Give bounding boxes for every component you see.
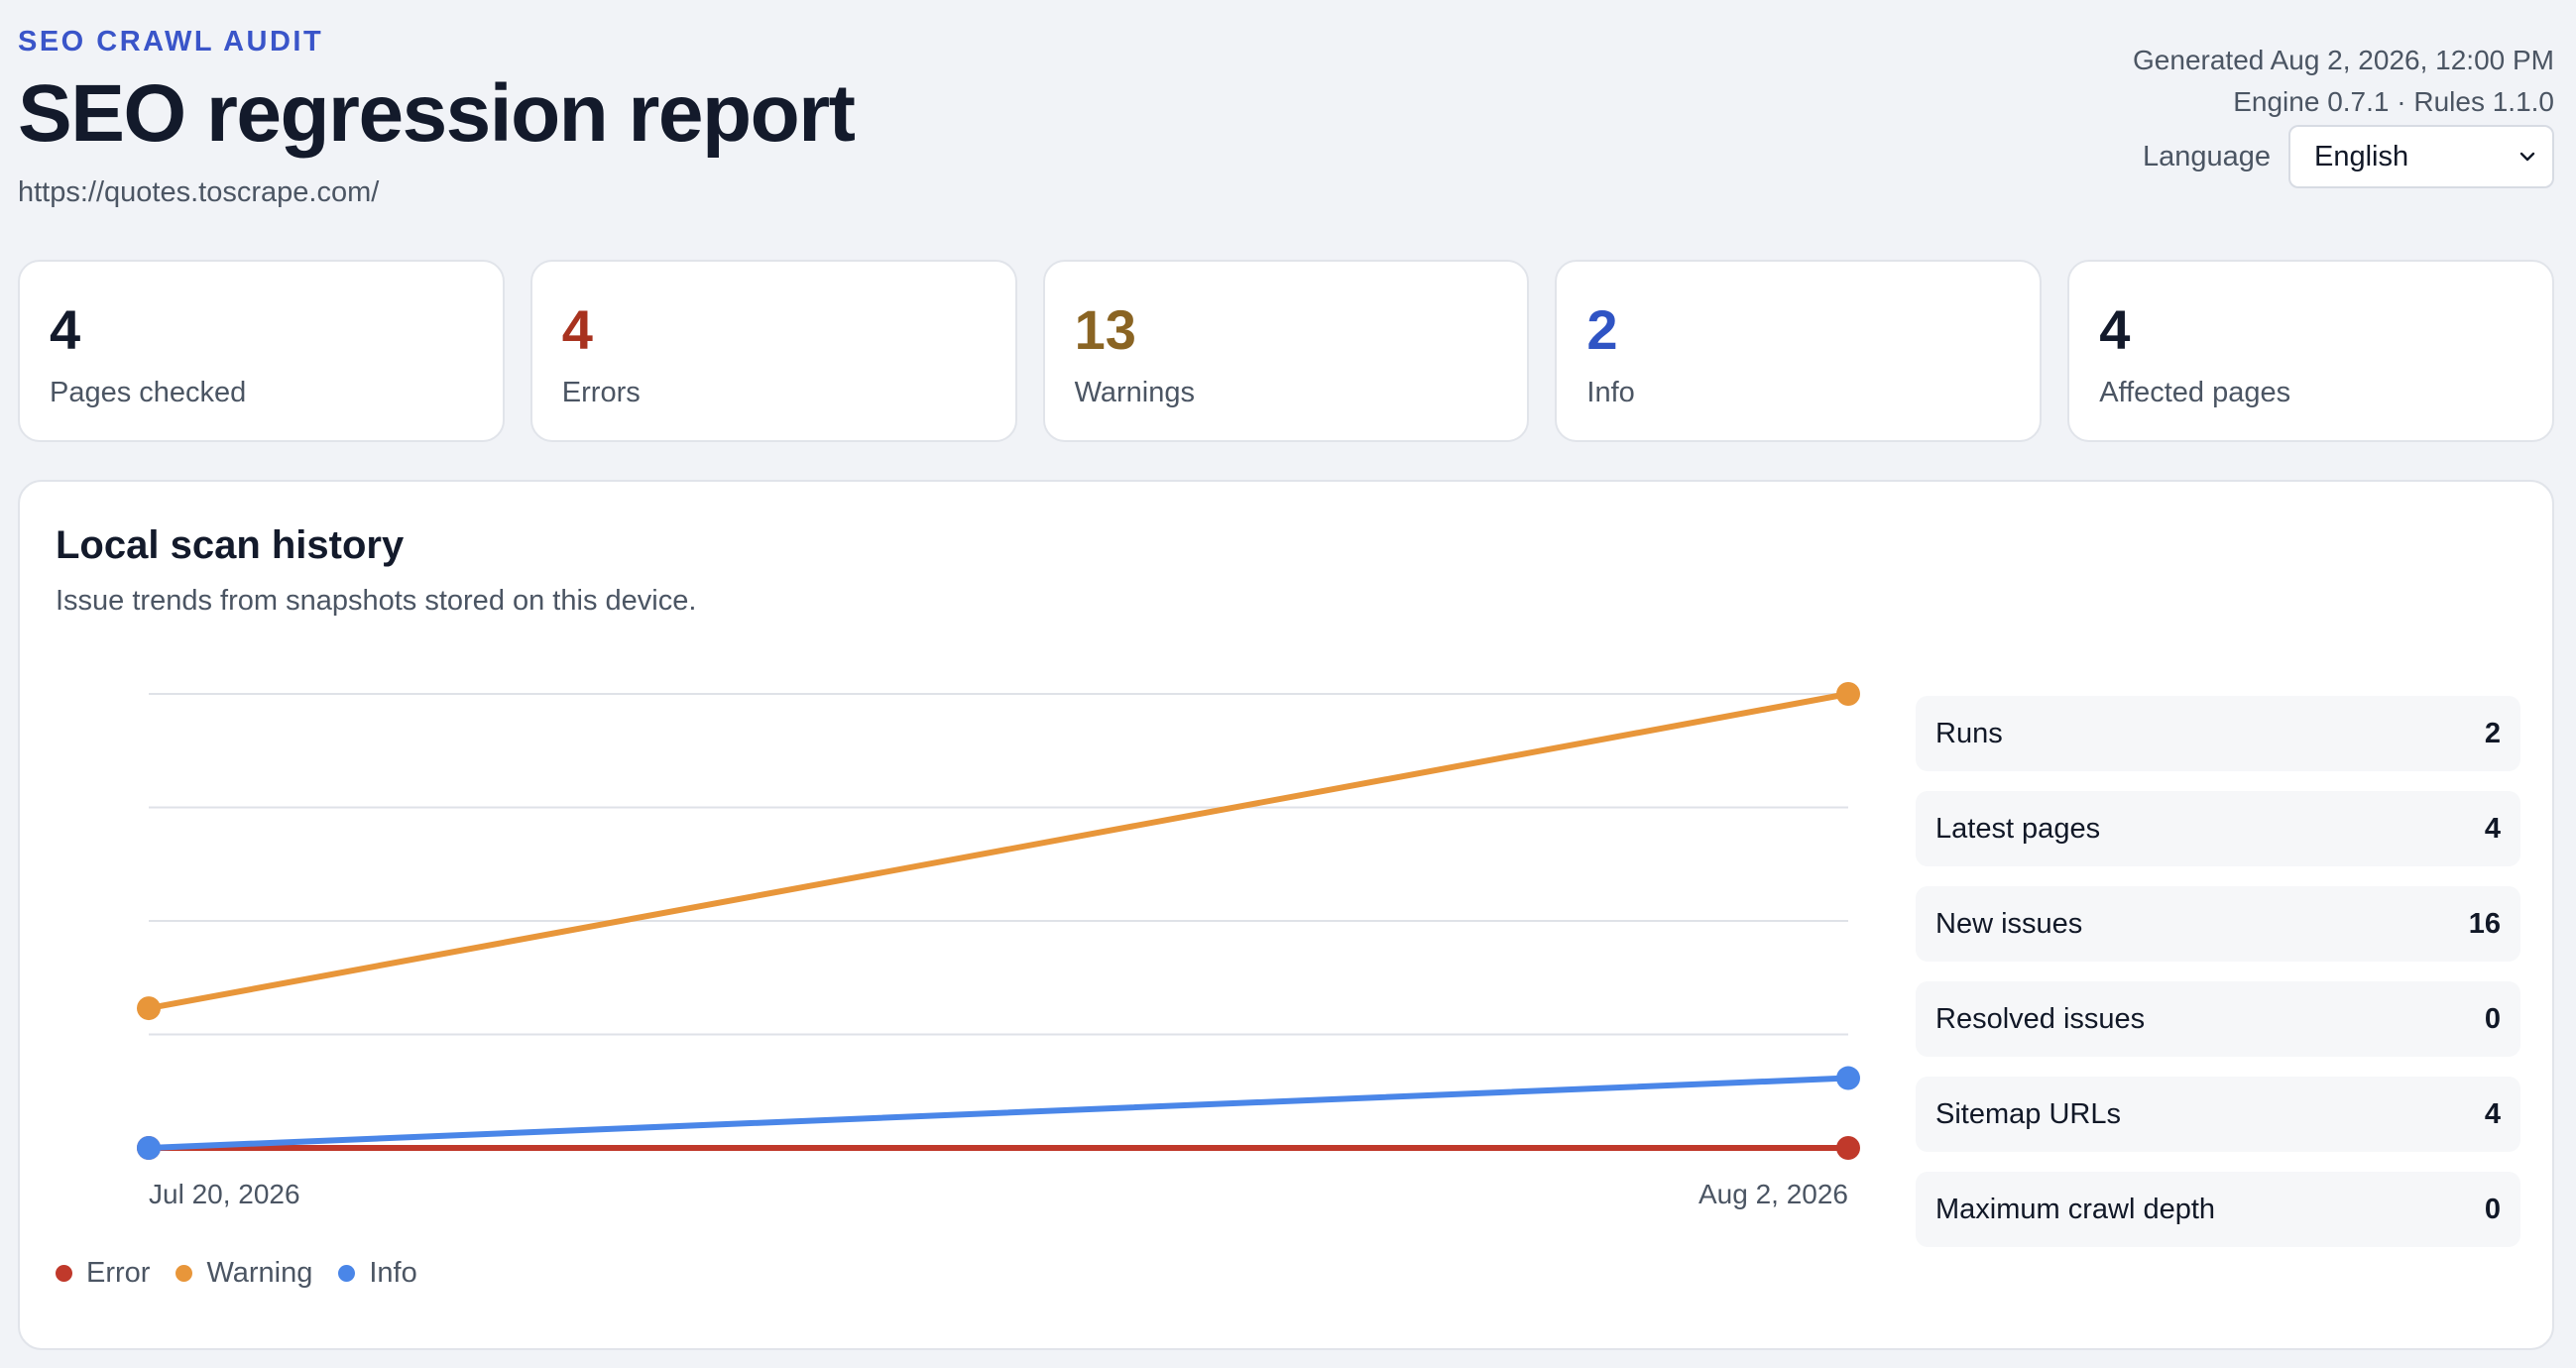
- stat-card-pages-checked: 4 Pages checked: [18, 260, 505, 442]
- legend-label: Info: [369, 1257, 417, 1289]
- x-tick-label: Jul 20, 2026: [149, 1179, 300, 1209]
- page-title: SEO regression report: [18, 68, 856, 159]
- history-summary: Runs 2 Latest pages 4 New issues 16 Reso…: [1916, 696, 2520, 1247]
- series-line-info: [146, 1075, 1851, 1151]
- summary-row-sitemap-urls: Sitemap URLs 4: [1916, 1077, 2520, 1152]
- stat-label: Info: [1586, 377, 1635, 408]
- scan-history-card: Jul 20, 2026 Aug 2, 2026 Local scan histo…: [18, 480, 2554, 1350]
- data-point-info: [1836, 1066, 1860, 1090]
- summary-value: 0: [2484, 1193, 2501, 1225]
- summary-value: 0: [2484, 1002, 2501, 1035]
- legend-label: Warning: [206, 1257, 313, 1289]
- summary-value: 16: [2468, 907, 2501, 940]
- data-point-info: [137, 1136, 161, 1160]
- stat-card-errors: 4 Errors: [529, 260, 1017, 442]
- data-point-warning: [137, 996, 161, 1021]
- stat-cards: 4 Pages checked 4 Errors 13 Warnings 2 I…: [18, 260, 2554, 442]
- summary-row-new-issues: New issues 16: [1916, 886, 2520, 962]
- legend-swatch: [338, 1265, 356, 1282]
- summary-label: Runs: [1935, 717, 2003, 749]
- stat-value: 4: [50, 298, 81, 361]
- stat-label: Warnings: [1074, 377, 1196, 408]
- series-line-warning: [146, 691, 1851, 1012]
- summary-value: 2: [2484, 717, 2501, 749]
- report-meta: Generated Aug 2, 2026, 12:00 PM Engine 0…: [2133, 40, 2554, 123]
- engine-version: Engine 0.7.1 · Rules 1.1.0: [2233, 86, 2554, 117]
- stat-label: Pages checked: [50, 377, 247, 408]
- legend-item-warning: Warning: [176, 1257, 312, 1290]
- summary-label: Resolved issues: [1935, 1002, 2146, 1035]
- language-selected-value: English: [2314, 140, 2409, 172]
- chart-legend: Error Warning Info: [56, 1257, 417, 1290]
- site-url: https://quotes.toscrape.com/: [18, 176, 380, 208]
- stat-card-warnings: 13 Warnings: [1042, 260, 1530, 442]
- legend-label: Error: [86, 1257, 151, 1289]
- stat-label: Affected pages: [2099, 377, 2291, 408]
- data-point-warning: [1836, 682, 1860, 706]
- stat-label: Errors: [561, 377, 641, 408]
- summary-row-max-crawl-depth: Maximum crawl depth 0: [1916, 1172, 2520, 1247]
- stat-value: 2: [1586, 298, 1618, 361]
- stat-card-info: 2 Info: [1555, 260, 2043, 442]
- report-page: SEO CRAWL AUDIT SEO regression report ht…: [18, 18, 2554, 1350]
- summary-value: 4: [2484, 812, 2501, 845]
- summary-value: 4: [2484, 1097, 2501, 1130]
- legend-swatch: [56, 1265, 72, 1282]
- data-point-error: [1836, 1136, 1860, 1160]
- summary-label: New issues: [1935, 907, 2083, 940]
- chevron-down-icon: [2519, 152, 2535, 162]
- stat-value: 13: [1074, 298, 1136, 361]
- section-subtitle: Issue trends from snapshots stored on th…: [56, 585, 697, 617]
- language-label: Language: [2142, 140, 2271, 172]
- generated-timestamp: Generated Aug 2, 2026, 12:00 PM: [2133, 45, 2554, 75]
- stat-value: 4: [561, 298, 593, 361]
- scan-history-chart: Jul 20, 2026 Aug 2, 2026: [137, 682, 1860, 1209]
- summary-row-runs: Runs 2: [1916, 696, 2520, 771]
- legend-item-error: Error: [56, 1257, 150, 1290]
- section-title: Local scan history: [56, 523, 405, 567]
- summary-row-latest-pages: Latest pages 4: [1916, 791, 2520, 866]
- legend-swatch: [176, 1265, 193, 1282]
- report-eyebrow: SEO CRAWL AUDIT: [18, 26, 324, 57]
- summary-row-resolved-issues: Resolved issues 0: [1916, 981, 2520, 1057]
- x-tick-label: Aug 2, 2026: [1698, 1179, 1848, 1209]
- stat-card-affected-pages: 4 Affected pages: [2067, 260, 2554, 442]
- legend-item-info: Info: [338, 1257, 417, 1290]
- summary-label: Sitemap URLs: [1935, 1097, 2121, 1130]
- summary-label: Latest pages: [1935, 812, 2101, 845]
- language-picker: Language English: [2143, 125, 2554, 188]
- language-select[interactable]: English: [2288, 125, 2554, 188]
- stat-value: 4: [2099, 298, 2131, 361]
- summary-label: Maximum crawl depth: [1935, 1193, 2216, 1225]
